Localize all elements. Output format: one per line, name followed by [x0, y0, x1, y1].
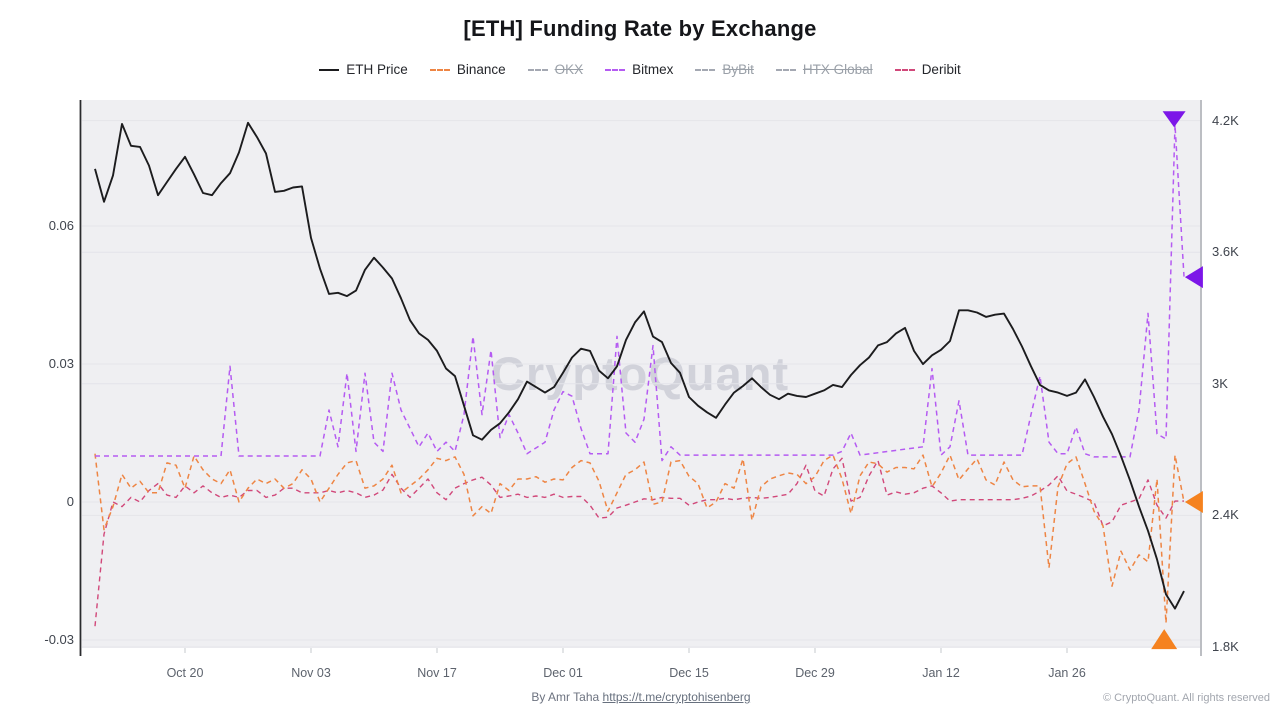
right-axis-label: 3K [1212, 375, 1228, 391]
legend-item-eth-price[interactable]: ETH Price [319, 62, 408, 77]
left-axis-label: 0.06 [48, 218, 74, 233]
series-deribit-line [94, 457, 1184, 627]
legend-label: OKX [554, 62, 584, 77]
x-axis-label: Oct 20 [166, 666, 204, 680]
legend-item-bitmex[interactable]: Bitmex [605, 62, 673, 77]
dashed-line-swatch-icon [429, 68, 450, 71]
chart-title: [ETH] Funding Rate by Exchange [463, 16, 817, 41]
dashed-line-swatch-icon [605, 68, 626, 71]
legend-label: ByBit [722, 62, 754, 77]
x-axis-label: Dec 29 [795, 666, 835, 680]
legend-label: Binance [456, 62, 506, 77]
legend-item-bybit[interactable]: ByBit [695, 62, 754, 77]
byline-text: By Amr Taha [531, 690, 603, 704]
legend-label: Deribit [921, 62, 961, 77]
legend-label: Bitmex [632, 62, 674, 77]
legend-item-deribit[interactable]: Deribit [894, 62, 961, 77]
bitmex-last-value-marker [1184, 266, 1203, 289]
footer-byline: By Amr Taha https://t.me/cryptohisenberg [82, 690, 1200, 704]
dashed-line-swatch-icon [894, 68, 915, 71]
legend-label: HTX Global [802, 62, 873, 77]
plot-area[interactable] [82, 100, 1200, 648]
right-axis-label: 3.6K [1212, 244, 1239, 260]
dashed-line-swatch-icon [527, 68, 548, 71]
left-axis-label: 0.03 [48, 356, 74, 371]
series-binance-line [94, 453, 1185, 624]
x-axis-label: Nov 17 [417, 666, 457, 680]
x-axis-label: Jan 26 [1048, 666, 1086, 680]
series-eth-price-line [94, 121, 1185, 610]
right-axis-label: 2.4K [1212, 507, 1239, 523]
x-axis-label: Dec 01 [543, 666, 583, 680]
solid-line-swatch-icon [319, 68, 340, 71]
legend-item-binance[interactable]: Binance [429, 62, 506, 77]
dashed-line-swatch-icon [695, 68, 716, 71]
legend: ETH Price Binance OKX Bitmex ByBit HTX Global… [0, 62, 1280, 77]
legend-label: ETH Price [346, 62, 408, 77]
byline-link[interactable]: https://t.me/cryptohisenberg [602, 690, 751, 704]
legend-item-htx-global[interactable]: HTX Global [775, 62, 873, 77]
left-axis-label: -0.03 [44, 632, 74, 647]
x-axis-label: Dec 15 [669, 666, 709, 680]
x-axis-label: Jan 12 [922, 666, 960, 680]
binance-last-value-marker [1184, 491, 1203, 513]
legend-item-okx[interactable]: OKX [527, 62, 584, 77]
binance-low-marker [1151, 629, 1178, 650]
bitmex-spike-top-marker [1162, 111, 1186, 128]
dashed-line-swatch-icon [775, 68, 796, 71]
x-axis-label: Nov 03 [291, 666, 331, 680]
copyright-notice: © CryptoQuant. All rights reserved [1102, 692, 1270, 704]
right-axis-label: 4.2K [1212, 112, 1239, 128]
series-bitmex-line [95, 124, 1185, 462]
left-axis-label: 0 [66, 494, 74, 509]
right-axis-label: 1.8K [1212, 639, 1239, 654]
